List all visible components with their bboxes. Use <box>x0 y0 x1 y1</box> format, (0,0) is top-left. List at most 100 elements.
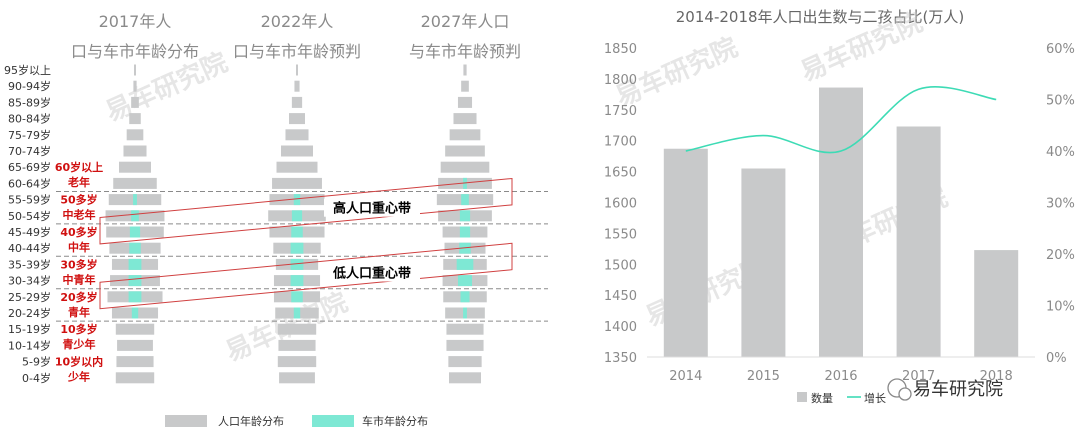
car-market-bar <box>131 210 139 222</box>
car-market-bar <box>456 258 474 270</box>
population-bar <box>296 64 298 76</box>
y-tick-label: 1400 <box>604 320 637 335</box>
car-market-bar <box>128 258 142 270</box>
population-bar <box>115 323 155 335</box>
y-tick-label: 1750 <box>604 104 637 119</box>
y2-tick-label: 50% <box>1046 94 1075 109</box>
population-bar <box>440 161 490 173</box>
age-label: 70-74岁 <box>8 144 51 158</box>
y2-tick-label: 20% <box>1046 248 1075 263</box>
age-group-sublabel: 中青年 <box>63 272 96 286</box>
band-label: 高人口重心带 <box>333 201 411 217</box>
population-bar <box>134 64 136 76</box>
panel-title-line1: 2017年人 <box>99 12 172 31</box>
age-label: 40-44岁 <box>8 241 51 255</box>
age-group-sublabel: 中老年 <box>63 208 96 222</box>
x-tick-label: 2017 <box>902 369 935 384</box>
age-group-sublabel: 老年 <box>67 175 90 189</box>
age-group-label: 60岁以上 <box>55 160 103 174</box>
age-label: 0-4岁 <box>22 371 51 385</box>
y2-tick-label: 40% <box>1046 145 1075 160</box>
age-group-label: 30多岁 <box>60 257 97 271</box>
legend-label-population: 人口年龄分布 <box>218 414 284 428</box>
population-bar <box>457 96 473 108</box>
car-market-bar <box>133 194 137 206</box>
population-bar <box>126 129 144 141</box>
age-label: 30-34岁 <box>8 274 51 288</box>
panel-title-line1: 2022年人 <box>261 12 334 31</box>
y2-tick-label: 60% <box>1046 42 1075 57</box>
x-tick-label: 2018 <box>980 369 1013 384</box>
series-line-growth <box>685 86 997 154</box>
x-tick-label: 2014 <box>669 369 702 384</box>
age-label: 35-39岁 <box>8 257 51 271</box>
car-market-bar <box>131 307 139 319</box>
population-bar <box>117 339 153 351</box>
car-market-bar <box>459 210 471 222</box>
legend-label-count: 数量 <box>811 392 833 405</box>
bar-count <box>896 126 941 358</box>
age-label: 45-49岁 <box>8 225 51 239</box>
panel-title-line2: 口与车市年龄预判 <box>233 42 361 61</box>
age-label: 50-54岁 <box>8 209 51 223</box>
legend-swatch-car-market <box>312 415 354 427</box>
age-group-label: 40多岁 <box>60 225 97 239</box>
population-bar <box>453 113 477 125</box>
age-group-sublabel: 少年 <box>67 370 90 384</box>
population-bar <box>281 145 313 157</box>
population-bar <box>123 145 147 157</box>
car-market-bar <box>128 275 142 287</box>
panel-title-line1: 2027年人口 <box>421 12 510 31</box>
population-bar <box>272 177 322 189</box>
band-label-bg <box>324 263 420 282</box>
band-outline <box>99 177 513 245</box>
car-market-bar <box>128 291 142 303</box>
legend-swatch-population <box>165 415 207 427</box>
population-bar <box>449 372 481 384</box>
population-bar <box>131 96 139 108</box>
panel-title-line2: 与车市年龄预判 <box>409 42 521 61</box>
car-market-bar <box>459 226 471 238</box>
population-bar <box>448 356 482 368</box>
age-group-sublabel: 中年 <box>68 240 90 254</box>
population-bar <box>116 356 154 368</box>
bar-count <box>741 168 786 357</box>
y2-tick-label: 30% <box>1046 197 1075 212</box>
age-label: 75-79岁 <box>8 128 51 142</box>
band-outline <box>99 242 513 310</box>
legend-label-growth: 增长 <box>864 391 886 405</box>
age-group-label: 50多岁 <box>60 193 97 207</box>
population-bar <box>276 161 318 173</box>
car-market-bar <box>129 242 141 254</box>
y-tick-label: 1650 <box>604 166 637 181</box>
y-tick-label: 1600 <box>604 197 637 212</box>
car-market-bar <box>290 275 304 287</box>
age-label: 90-94岁 <box>8 79 51 93</box>
car-market-bar <box>291 291 303 303</box>
age-group-label: 20多岁 <box>60 290 97 304</box>
population-bar <box>291 96 303 108</box>
car-market-bar <box>461 194 469 206</box>
age-group-sublabel: 青年 <box>68 305 90 319</box>
age-label: 60-64岁 <box>8 176 51 190</box>
age-group-label: 10岁以内 <box>55 355 103 369</box>
legend-swatch-count <box>797 392 807 402</box>
y2-tick-label: 0% <box>1046 351 1067 366</box>
age-label: 95岁以上 <box>4 63 51 77</box>
age-label: 20-24岁 <box>8 306 51 320</box>
legend-label-car-market: 车市年龄分布 <box>362 414 428 428</box>
population-bar <box>129 113 141 125</box>
y-tick-label: 1550 <box>604 227 637 242</box>
age-label: 55-59岁 <box>8 193 51 207</box>
population-bar <box>446 323 484 335</box>
y-tick-label: 1450 <box>604 289 637 304</box>
car-market-bar <box>129 226 141 238</box>
population-bar <box>279 372 315 384</box>
age-label: 80-84岁 <box>8 112 51 126</box>
births-bar-line-chart: 2014-2018年人口出生数与二孩占比(万人) 易车研究院 易车研究院易车研究院… <box>604 7 1075 405</box>
wechat-icon-bubble <box>898 387 912 401</box>
car-market-bar <box>460 291 470 303</box>
population-bar <box>115 372 155 384</box>
population-bar <box>449 129 481 141</box>
panel-title-line2: 口与车市年龄分布 <box>71 42 199 61</box>
